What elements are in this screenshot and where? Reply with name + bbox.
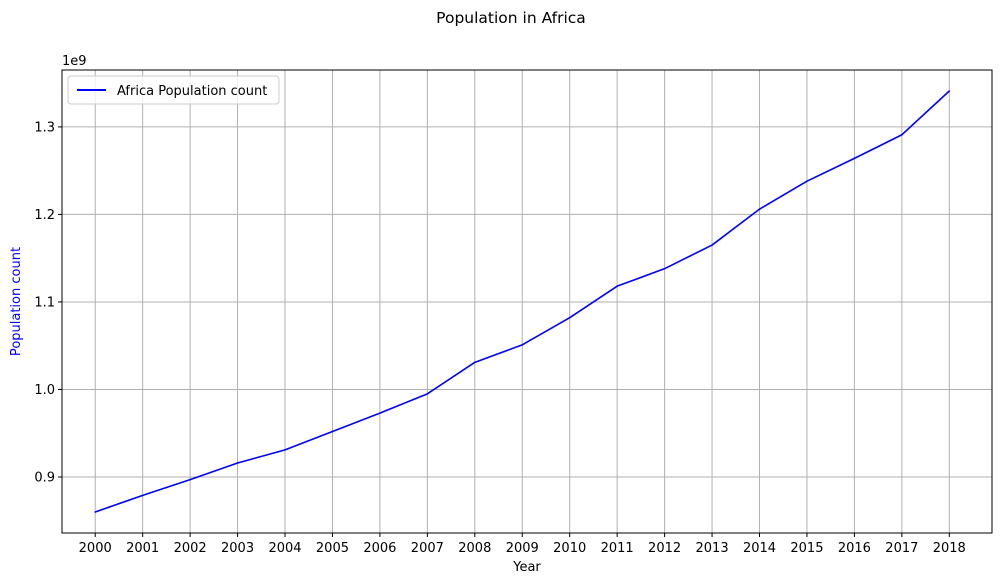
data-point [141,494,144,497]
y-tick-label: 1.0 [34,383,55,398]
y-axis-offset-label: 1e9 [62,54,87,69]
y-tick-label: 1.3 [34,120,55,135]
data-point [711,244,713,246]
x-tick-label: 2016 [838,541,871,556]
data-point [948,90,951,92]
x-tick-label: 2008 [458,541,491,556]
x-tick-label: 2018 [933,541,966,556]
x-tick-label: 2014 [743,541,776,556]
x-tick-label: 2009 [506,541,539,556]
y-tick-label: 0.9 [34,470,55,485]
x-tick-label: 2015 [790,541,823,556]
data-point [236,462,239,464]
x-tick-label: 2013 [696,541,729,556]
data-point [568,316,571,319]
y-axis-ticks: 0.9 1.0 1.1 1.2 1.3 [34,120,62,485]
data-point [806,180,808,182]
legend-entry-label: Africa Population count [117,84,267,99]
x-tick-label: 2003 [221,541,254,556]
x-tick-label: 2011 [601,541,634,556]
x-axis-title: Year [512,560,541,575]
data-point [853,157,856,160]
y-tick-label: 1.2 [34,208,55,223]
data-point [379,412,381,414]
data-point [521,344,524,346]
data-point [474,361,476,364]
x-tick-label: 2010 [553,541,586,556]
legend: Africa Population count [67,75,280,105]
x-tick-label: 2004 [268,541,301,556]
plot-frame [61,69,993,534]
x-tick-label: 2001 [126,541,159,556]
data-point [189,478,191,481]
grid-layer [62,70,992,533]
data-point [758,208,761,210]
x-tick-label: 2007 [411,541,444,556]
x-tick-label: 2005 [316,541,349,556]
x-tick-label: 2017 [885,541,918,556]
x-tick-label: 2012 [648,541,681,556]
data-point [284,449,286,451]
data-point [426,393,429,395]
y-tick-label: 1.1 [34,295,55,310]
data-point [94,511,97,513]
data-point [663,267,666,270]
x-tick-label: 2006 [363,541,396,556]
x-axis-ticks: 2000 2001 2002 2003 2004 2005 2006 2007 2008 2009… [79,533,966,556]
data-point [901,133,903,136]
data-point [331,430,334,433]
x-tick-label: 2000 [79,541,112,556]
data-point [616,285,618,287]
series-layer [94,90,951,513]
legend-box [67,75,280,105]
x-tick-label: 2002 [174,541,207,556]
y-axis-title: Population count [9,247,24,356]
chart-title: Population in Africa [436,9,586,27]
